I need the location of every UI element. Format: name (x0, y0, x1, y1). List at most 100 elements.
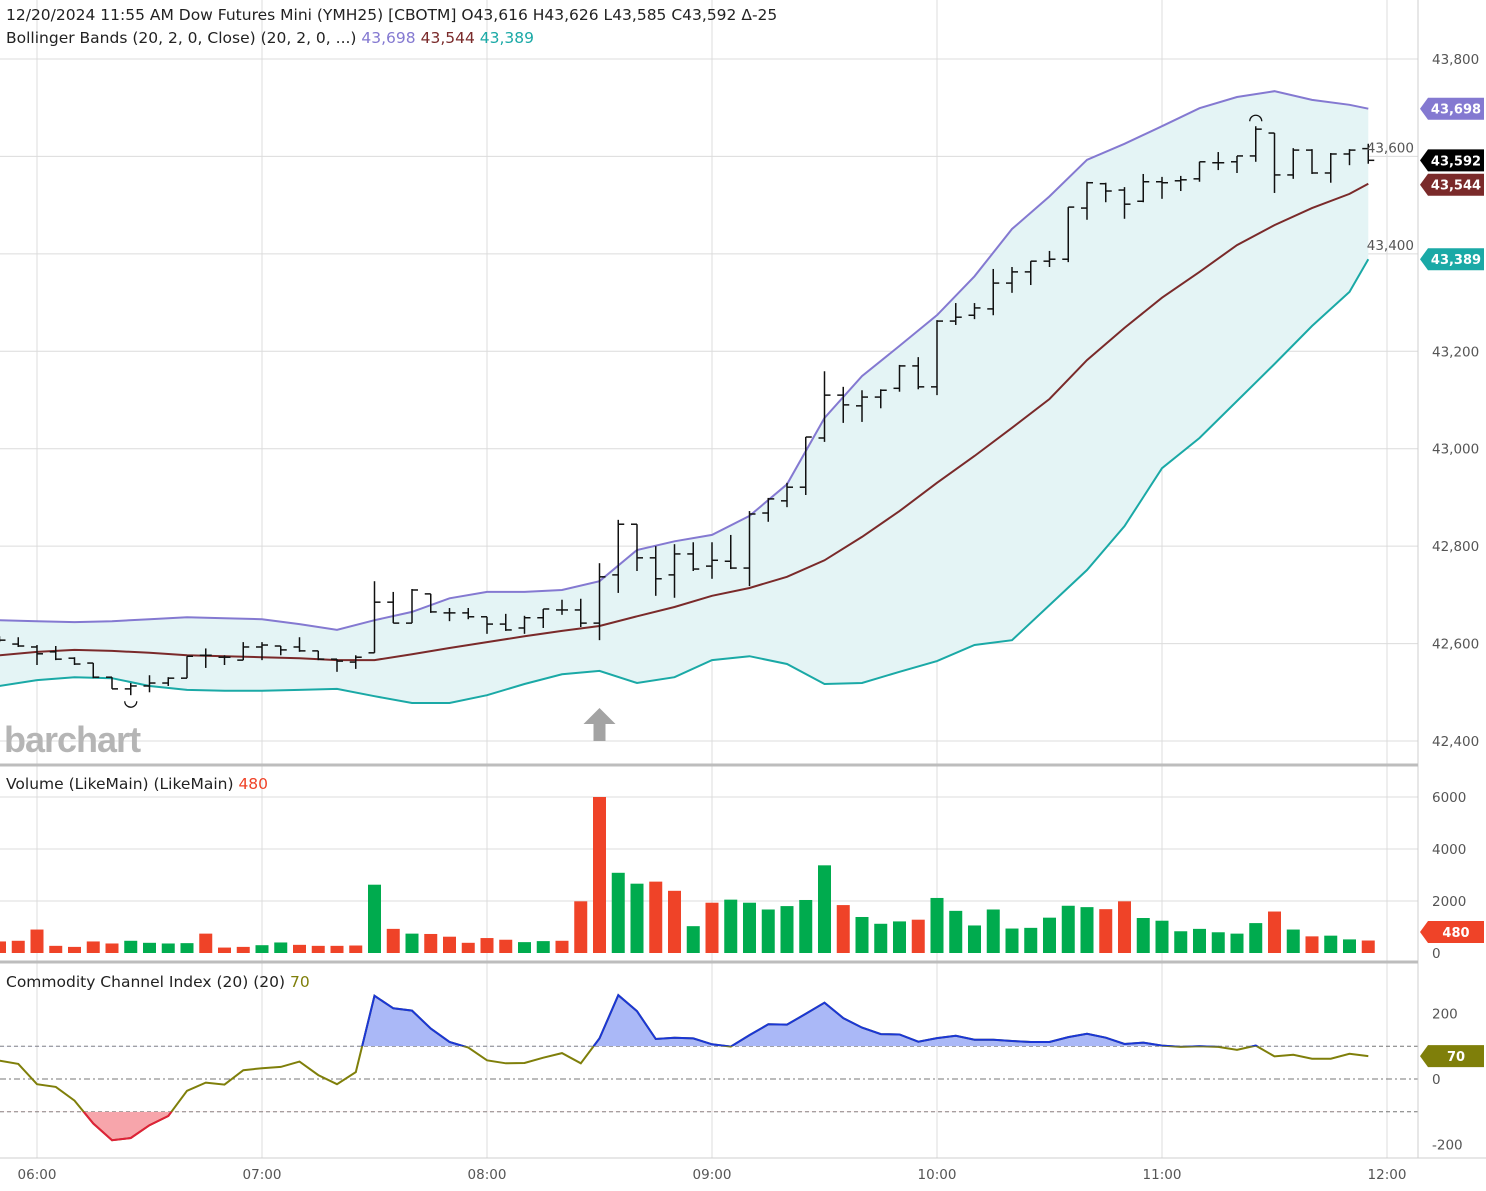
bollinger-upper-badge-label: 43,698 (1431, 103, 1481, 118)
volume-bar (574, 901, 588, 953)
volume-bar (686, 926, 700, 953)
volume-bar (518, 942, 531, 953)
ohlc-bar (256, 642, 268, 661)
bollinger-band-fill (0, 91, 1369, 703)
price-tick-label: 43,400 (1367, 238, 1414, 254)
cci-badge-label: 70 (1447, 1050, 1465, 1065)
volume-bar (424, 933, 438, 953)
ohlc-bar (331, 658, 343, 672)
ohlc-bar (1193, 161, 1206, 182)
volume-bar (799, 899, 813, 953)
volume-bar (1211, 932, 1225, 953)
price-tick-label: 43,800 (1432, 52, 1479, 68)
volume-bar (330, 945, 344, 953)
volume-bar (405, 933, 419, 953)
volume-bar (893, 921, 906, 953)
volume-bar (480, 938, 494, 953)
volume-bar (911, 919, 925, 953)
volume-bar (555, 940, 569, 953)
volume-tick-label: 0 (1432, 946, 1441, 962)
bollinger-lower-badge (1420, 248, 1484, 271)
bollinger-middle-value: 43,544 (421, 29, 475, 47)
bollinger-bands (0, 90, 1370, 704)
bollinger-legend-label: Bollinger Bands (20, 2, 0, Close) (20, 2… (6, 29, 356, 47)
price-tick-label: 43,200 (1432, 344, 1479, 360)
bollinger-lower-value: 43,389 (480, 29, 534, 47)
ohlc-bar (68, 657, 81, 666)
ohlc-bar (1287, 148, 1300, 179)
bollinger-upper-value: 43,698 (361, 29, 415, 47)
ohlc-bar (1362, 143, 1375, 164)
ohlc-bar (181, 655, 193, 679)
ohlc-bar (106, 676, 118, 690)
volume-bar (293, 944, 306, 953)
low-marker-icon (124, 701, 138, 708)
volume-bar (780, 906, 794, 953)
ohlc-bar (1043, 250, 1056, 268)
event-arrow-icon (583, 708, 616, 741)
ohlc-bar (687, 542, 700, 571)
volume-bars (0, 797, 1375, 953)
ohlc-bar (87, 662, 100, 679)
volume-badge-label: 480 (1442, 926, 1469, 941)
cci-plot (0, 993, 1418, 1142)
volume-bar (499, 939, 513, 953)
ohlc-bar (218, 655, 231, 666)
ohlc-bar (574, 598, 587, 628)
bollinger-middle-line (0, 182, 1369, 662)
ohlc-bar (49, 646, 62, 661)
volume-bar (443, 936, 456, 953)
volume-bar (818, 865, 831, 953)
volume-bar (874, 923, 888, 953)
ohlc-bar (874, 389, 887, 409)
volume-bar (1193, 928, 1206, 953)
ohlc-bar (856, 390, 868, 422)
volume-bar (1043, 917, 1056, 953)
ohlc-bar (1099, 182, 1112, 203)
high-marker-icon (1249, 114, 1263, 122)
volume-bar (349, 945, 363, 953)
ohlc-bar (143, 675, 156, 693)
ohlc-bar (518, 615, 531, 634)
volume-bar (724, 899, 738, 953)
volume-bar (949, 910, 963, 953)
volume-bar (705, 902, 719, 953)
price-tick-label: 43,600 (1367, 140, 1414, 156)
volume-bar (1099, 909, 1113, 953)
volume-bar (124, 940, 138, 953)
cci-legend-label: Commodity Channel Index (20) (20) (6, 973, 285, 991)
price-bars (0, 126, 1375, 696)
ohlc-bar (387, 591, 400, 624)
cci-legend: Commodity Channel Index (20) (20) 70 (6, 973, 310, 991)
volume-bar (105, 943, 119, 953)
volume-bar (1249, 923, 1263, 953)
volume-bar (1268, 911, 1281, 953)
cci-badge (1420, 1045, 1484, 1068)
ohlc-bar (1212, 152, 1225, 171)
volume-tick-label: 4000 (1432, 842, 1466, 858)
cci-overbought-line (361, 993, 1259, 1047)
ohlc-bar (931, 320, 943, 396)
ohlc-bar (968, 303, 981, 320)
volume-tick-label: 6000 (1432, 790, 1466, 806)
ohlc-bar (612, 519, 625, 593)
volume-bar (1174, 931, 1188, 953)
volume-bar (743, 902, 756, 953)
volume-bar (11, 940, 25, 953)
ohlc-bar (1156, 176, 1168, 199)
price-badges: 43,698 43,592 43,544 43,389 480 70 (1420, 97, 1484, 1068)
volume-bar (255, 945, 269, 953)
ohlc-bar (1137, 173, 1150, 203)
ohlc-bar (949, 303, 962, 325)
price-header: 12/20/2024 11:55 AM Dow Futures Mini (YM… (6, 6, 777, 24)
ohlc-bar (162, 677, 175, 686)
ohlc-bar (1174, 175, 1187, 192)
volume-bar (0, 941, 6, 953)
volume-bar (461, 942, 475, 953)
ohlc-bar (556, 599, 568, 615)
volume-badge (1420, 921, 1484, 943)
ohlc-bar (762, 497, 775, 522)
volume-bar (311, 945, 325, 953)
ohlc-bar (1006, 267, 1018, 293)
